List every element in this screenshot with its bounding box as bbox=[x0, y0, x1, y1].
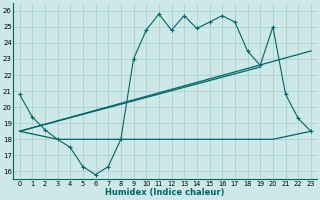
X-axis label: Humidex (Indice chaleur): Humidex (Indice chaleur) bbox=[106, 188, 225, 197]
